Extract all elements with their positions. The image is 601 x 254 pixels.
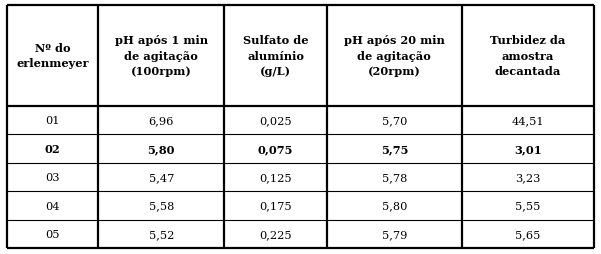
Text: 5,70: 5,70	[382, 116, 407, 125]
Text: 5,75: 5,75	[380, 144, 408, 154]
Text: 0,225: 0,225	[259, 229, 292, 239]
Text: Sulfato de
alumínio
(g/L): Sulfato de alumínio (g/L)	[243, 35, 308, 77]
Text: 5,79: 5,79	[382, 229, 407, 239]
Text: 0,175: 0,175	[259, 201, 292, 211]
Text: pH após 1 min
de agitação
(100rpm): pH após 1 min de agitação (100rpm)	[115, 35, 208, 77]
Text: pH após 20 min
de agitação
(20rpm): pH após 20 min de agitação (20rpm)	[344, 35, 445, 77]
Text: 5,80: 5,80	[147, 144, 175, 154]
Text: 44,51: 44,51	[511, 116, 544, 125]
Text: 5,47: 5,47	[148, 172, 174, 182]
Text: 01: 01	[46, 116, 60, 125]
Text: 5,52: 5,52	[148, 229, 174, 239]
Text: 02: 02	[45, 144, 61, 154]
Text: 04: 04	[46, 201, 60, 211]
Text: Turbidez da
amostra
decantada: Turbidez da amostra decantada	[490, 35, 566, 77]
Text: 3,01: 3,01	[514, 144, 542, 154]
Text: 5,58: 5,58	[148, 201, 174, 211]
Text: 5,65: 5,65	[515, 229, 540, 239]
Text: 0,025: 0,025	[259, 116, 292, 125]
Text: 6,96: 6,96	[148, 116, 174, 125]
Text: 03: 03	[46, 172, 60, 182]
Text: 0,075: 0,075	[258, 144, 293, 154]
Text: 0,125: 0,125	[259, 172, 292, 182]
Text: 5,78: 5,78	[382, 172, 407, 182]
Text: 05: 05	[46, 229, 60, 239]
Text: 5,55: 5,55	[515, 201, 540, 211]
Text: 5,80: 5,80	[382, 201, 407, 211]
Text: 3,23: 3,23	[515, 172, 540, 182]
Text: Nº do
erlenmeyer: Nº do erlenmeyer	[16, 43, 89, 69]
